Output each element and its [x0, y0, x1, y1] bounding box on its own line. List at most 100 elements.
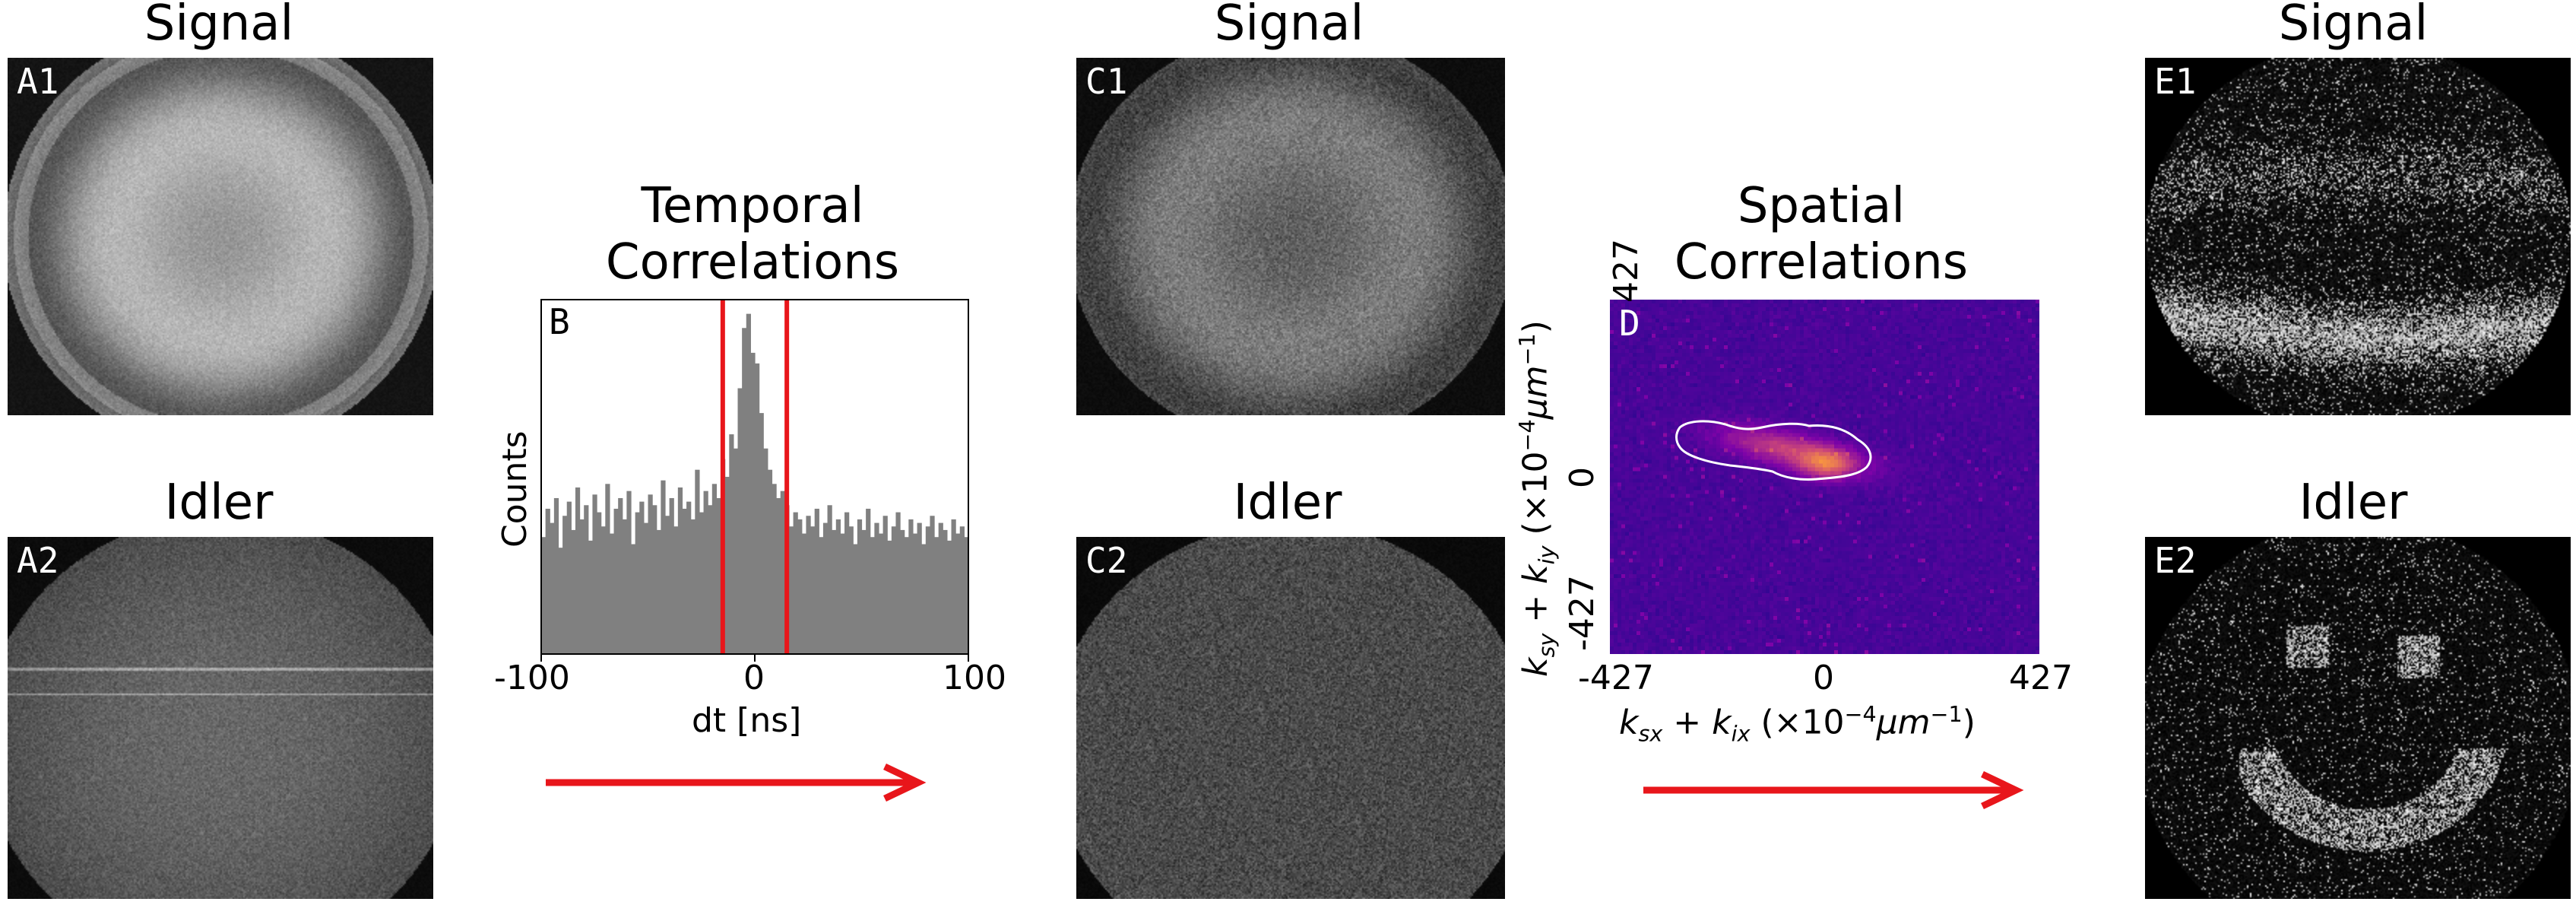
histogram-bar: [840, 533, 845, 654]
histogram-bar: [767, 469, 773, 654]
histogram-bar: [904, 537, 909, 654]
histogram-bar: [912, 533, 918, 654]
histogram-bar: [631, 544, 636, 654]
signal-image-e1: [2145, 58, 2571, 415]
histogram-bar: [806, 516, 811, 654]
histogram-bar: [708, 505, 713, 654]
histogram-bar: [643, 522, 649, 654]
histogram-bar: [759, 413, 764, 654]
hist-xtick-neg100: -100: [494, 659, 570, 697]
panel-label-e1: E1: [2154, 61, 2197, 102]
histogram-bar: [900, 529, 905, 654]
title-c2-idler: Idler: [1233, 475, 1342, 531]
panel-label-d: D: [1619, 303, 1640, 344]
histogram-bar: [882, 516, 888, 654]
histogram-bar: [955, 533, 961, 654]
histogram-bar: [857, 519, 863, 654]
arrow-b-to-c: [546, 763, 927, 802]
spatial-ylabel: ksy + kiy (×10−4μm−1): [1514, 320, 1560, 677]
histogram-bar: [891, 526, 897, 654]
histogram-bar: [613, 508, 619, 654]
histogram-bar: [848, 526, 854, 654]
histogram-bar: [553, 497, 559, 654]
histogram-bar: [566, 501, 572, 654]
histogram-bar: [878, 533, 884, 654]
histogram-bar: [716, 497, 721, 654]
d-xtick-neg427: -427: [1578, 659, 1654, 697]
histogram-bar: [690, 519, 695, 654]
title-a2-idler: Idler: [164, 475, 274, 531]
histogram-bar: [558, 548, 563, 654]
panel-d-spatial-heatmap: D: [1610, 300, 2039, 654]
histogram-bar: [733, 448, 739, 654]
histogram-bar: [639, 501, 645, 654]
d-ytick-neg427: -427: [1563, 575, 1602, 651]
histogram-xlabel: dt [ns]: [692, 701, 802, 740]
idler-image-a2: [8, 537, 433, 899]
histogram-bar: [626, 491, 632, 654]
histogram-bar: [592, 494, 597, 654]
histogram-bar: [686, 501, 692, 654]
heatmap-contour: [1675, 420, 1872, 481]
temporal-histogram-chart: [540, 299, 969, 662]
histogram-bar: [951, 519, 956, 654]
histogram-bar: [588, 540, 594, 654]
histogram-bar: [622, 519, 627, 654]
panel-label-e2: E2: [2154, 540, 2197, 581]
panel-label-a1: A1: [17, 61, 59, 102]
histogram-bar: [746, 313, 751, 654]
histogram-bar: [652, 505, 657, 654]
histogram-bar: [699, 512, 705, 654]
d-ytick-0: 0: [1563, 467, 1602, 488]
histogram-bar: [788, 526, 794, 654]
histogram-bar: [550, 522, 555, 654]
panel-label-a2: A2: [17, 540, 59, 581]
histogram-bar: [541, 537, 547, 654]
panel-label-c2: C2: [1085, 540, 1128, 581]
hist-xtick-0: 0: [743, 659, 765, 697]
histogram-bar: [575, 487, 581, 654]
histogram-bar: [695, 469, 700, 654]
histogram-bar: [750, 352, 756, 654]
title-d-line2: Correlations: [1674, 234, 1969, 291]
histogram-bar: [618, 497, 623, 654]
histogram-bar: [711, 484, 718, 654]
title-a1-signal: Signal: [144, 0, 294, 52]
histogram-bar: [874, 522, 879, 654]
histogram-bar: [755, 363, 760, 654]
histogram-bar: [669, 497, 674, 654]
histogram-bar: [562, 516, 568, 654]
panel-e2-idler-image: E2: [2145, 537, 2571, 899]
histogram-bar: [797, 519, 803, 654]
histogram-bar: [729, 434, 734, 654]
histogram-bar: [832, 529, 837, 654]
signal-image-a1: [8, 58, 433, 415]
arrow-d-head: [1981, 770, 2024, 810]
histogram-bar: [597, 512, 602, 654]
histogram-ylabel: Counts: [496, 430, 534, 548]
histogram-bar: [635, 512, 640, 654]
panel-a2-idler-image: A2: [8, 537, 433, 899]
histogram-bar: [682, 508, 687, 654]
d-xtick-0: 0: [1813, 659, 1834, 697]
histogram-bar: [814, 508, 819, 654]
histogram-bar: [609, 533, 615, 654]
histogram-bar: [925, 526, 931, 654]
hist-xtick-100: 100: [943, 659, 1006, 697]
histogram-bar: [930, 516, 935, 654]
histogram-bar: [656, 529, 661, 654]
panel-label-b: B: [549, 301, 570, 342]
histogram-bar: [801, 533, 807, 654]
arrow-b-head: [883, 763, 927, 802]
signal-image-c1: [1076, 58, 1505, 415]
histogram-bar: [605, 484, 610, 654]
histogram-bar: [600, 526, 606, 654]
panel-label-c1: C1: [1085, 61, 1128, 102]
histogram-bar: [545, 508, 550, 654]
contour-line: [1675, 420, 1872, 481]
histogram-bar: [870, 537, 875, 654]
histogram-bar: [934, 537, 939, 654]
histogram-bar: [763, 448, 768, 654]
d-xtick-427: 427: [2009, 659, 2073, 697]
histogram-bar: [853, 544, 858, 654]
